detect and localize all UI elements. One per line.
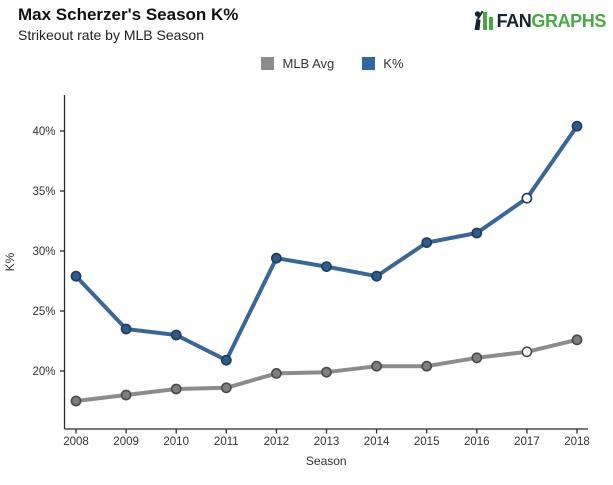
- x-tick-label: 2011: [214, 436, 239, 448]
- logo-text-fan: FAN: [496, 10, 532, 31]
- data-point-mlb-avg-2008[interactable]: [70, 395, 82, 407]
- series-line-k-pct: [74, 124, 579, 363]
- data-point-mlb-avg-2013[interactable]: [321, 366, 332, 378]
- data-point-mlb-avg-2015[interactable]: [421, 360, 433, 372]
- x-tick-label: 2013: [314, 436, 340, 448]
- data-point-k-pct-2017[interactable]: [521, 192, 533, 204]
- y-tick-label: 40%: [32, 126, 55, 138]
- fangraphs-batter-icon: [474, 10, 493, 30]
- chart-title: Max Scherzer's Season K%: [18, 5, 239, 24]
- x-tick-label: 2018: [564, 436, 590, 448]
- y-tick-label: 35%: [32, 186, 55, 198]
- x-tick-label: 2009: [113, 436, 139, 448]
- data-point-k-pct-2015[interactable]: [421, 237, 433, 248]
- logo-text-graphs: GRAPHS: [531, 10, 606, 31]
- data-point-k-pct-2016[interactable]: [471, 227, 483, 239]
- chart-subtitle: Strikeout rate by MLB Season: [18, 27, 204, 43]
- x-tick-label: 2017: [514, 436, 540, 448]
- legend-label-mlb-avg: MLB Avg: [282, 56, 335, 71]
- data-point-mlb-avg-2011[interactable]: [220, 382, 232, 394]
- data-point-k-pct-2014[interactable]: [371, 270, 382, 282]
- data-point-mlb-avg-2016[interactable]: [471, 352, 483, 364]
- chart-legend: MLB Avg K%: [26, 56, 613, 71]
- x-tick-label: 2016: [464, 436, 490, 448]
- x-tick-label: 2014: [364, 436, 390, 448]
- data-point-k-pct-2008[interactable]: [70, 270, 82, 282]
- data-point-mlb-avg-2012[interactable]: [270, 367, 282, 379]
- data-point-mlb-avg-2014[interactable]: [371, 360, 382, 372]
- data-point-mlb-avg-2018[interactable]: [571, 334, 583, 346]
- legend-swatch-k-pct: [362, 57, 376, 70]
- legend-item-k-pct[interactable]: K%: [362, 56, 404, 71]
- data-point-k-pct-2011[interactable]: [220, 354, 232, 366]
- y-tick-label: 20%: [32, 366, 55, 378]
- data-point-k-pct-2010[interactable]: [170, 329, 182, 341]
- data-point-mlb-avg-2010[interactable]: [170, 383, 182, 395]
- data-point-k-pct-2009[interactable]: [120, 323, 132, 335]
- x-tick-label: 2015: [414, 436, 440, 448]
- legend-swatch-mlb-avg: [261, 57, 275, 70]
- data-point-mlb-avg-2017[interactable]: [521, 346, 533, 358]
- data-point-k-pct-2013[interactable]: [321, 261, 332, 272]
- y-tick-label: 30%: [32, 246, 55, 258]
- x-tick-label: 2012: [264, 436, 290, 448]
- x-tick-label: 2008: [63, 436, 89, 448]
- legend-item-mlb-avg[interactable]: MLB Avg: [261, 56, 334, 71]
- x-axis-title: Season: [306, 454, 347, 468]
- legend-label-k-pct: K%: [383, 56, 404, 71]
- y-tick-label: 25%: [32, 306, 55, 318]
- y-axis-title: K%: [3, 252, 17, 271]
- data-point-mlb-avg-2009[interactable]: [120, 389, 132, 401]
- fangraphs-logo: FANGRAPHS: [471, 9, 606, 33]
- data-point-k-pct-2012[interactable]: [270, 252, 282, 264]
- x-tick-label: 2010: [163, 436, 189, 448]
- data-point-k-pct-2018[interactable]: [571, 120, 583, 132]
